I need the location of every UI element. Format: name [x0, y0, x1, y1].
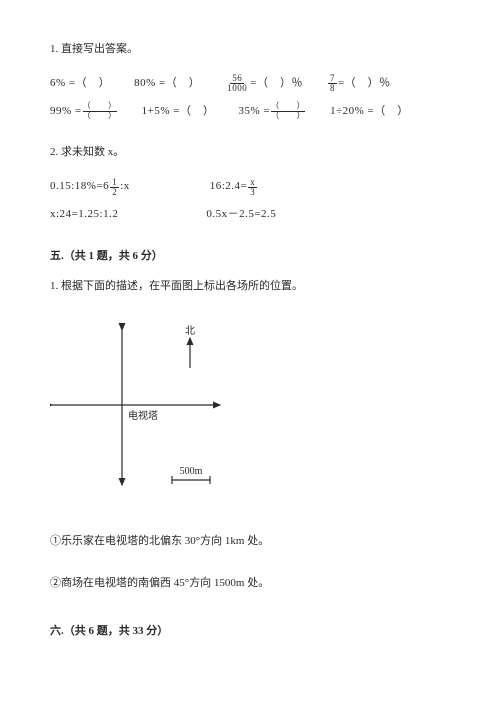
q2-r1-a: 0.15:18%=6 1 2 :x: [50, 177, 130, 197]
q1-r1-a: 6% =（ ）: [50, 74, 110, 94]
q1-title: 1. 直接写出答案。: [50, 40, 450, 60]
map-svg: 电视塔 北 500m: [50, 310, 250, 510]
q2-row2: x:24=1.25:1.2 0.5x－2.5=2.5: [50, 205, 450, 225]
q1-r1-c-frac: 56 1000: [225, 74, 249, 93]
q1-r2-a-before: 99% =: [50, 102, 82, 122]
q1-r1-d: 7 8 =（ ）％: [327, 74, 391, 94]
section5-q1: 1. 根据下面的描述，在平面图上标出各场所的位置。: [50, 277, 450, 297]
q2-r1-b: 16:2.4= x 3: [210, 177, 259, 197]
q1-r2-b: 1+5% =（ ）: [142, 102, 215, 122]
q1-r2-c-before: 35% =: [238, 102, 270, 122]
q1-r1-d-frac: 7 8: [328, 74, 337, 93]
frac-den: （ ）: [83, 112, 117, 121]
q1-row1: 6% =（ ） 80% =（ ） 56 1000 =（ ）％ 7 8 =（ ）％: [50, 74, 450, 94]
section6-head: 六.（共 6 题，共 33 分）: [50, 622, 450, 642]
q2-r2-b: 0.5x－2.5=2.5: [206, 205, 276, 225]
q1-r2-d: 1÷20% =（ ）: [330, 102, 409, 122]
q1-r1-c-after: =（ ）％: [250, 74, 303, 94]
q1-row2: 99% = （ ） （ ） 1+5% =（ ） 35% = （ ） （ ） 1÷…: [50, 102, 450, 122]
map-diagram: 电视塔 北 500m: [50, 310, 250, 510]
q1-r2-a-frac: （ ） （ ）: [83, 102, 117, 121]
frac-den: 3: [248, 188, 257, 197]
section5-head: 五.（共 1 题，共 6 分）: [50, 247, 450, 267]
frac-den: 2: [110, 188, 119, 197]
svg-text:电视塔: 电视塔: [128, 409, 158, 422]
q2-r1-a-frac: 1 2: [110, 178, 119, 197]
svg-text:500m: 500m: [180, 466, 203, 477]
q2-r1-b-before: 16:2.4=: [210, 177, 248, 197]
frac-den: （ ）: [271, 112, 305, 121]
frac-den: 1000: [225, 84, 249, 93]
q1-r2-c: 35% = （ ） （ ）: [238, 102, 306, 122]
q2-r1-b-frac: x 3: [248, 178, 257, 197]
section5-stmt2: ②商场在电视塔的南偏西 45°方向 1500m 处。: [50, 574, 450, 594]
frac-den: 8: [328, 84, 337, 93]
q1-r2-a: 99% = （ ） （ ）: [50, 102, 118, 122]
q2-title: 2. 求未知数 x。: [50, 143, 450, 163]
q1-r2-c-frac: （ ） （ ）: [271, 102, 305, 121]
q1-r1-b: 80% =（ ）: [134, 74, 200, 94]
svg-text:北: 北: [185, 325, 195, 337]
section5-stmt1: ①乐乐家在电视塔的北偏东 30°方向 1km 处。: [50, 532, 450, 552]
q2-r2-a: x:24=1.25:1.2: [50, 205, 118, 225]
q2-row1: 0.15:18%=6 1 2 :x 16:2.4= x 3: [50, 177, 450, 197]
q1-r1-c: 56 1000 =（ ）％: [224, 74, 303, 94]
q1-r1-d-after: =（ ）％: [338, 74, 391, 94]
q2-r1-a-after: :x: [120, 177, 130, 197]
q2-r1-a-before: 0.15:18%=6: [50, 177, 109, 197]
